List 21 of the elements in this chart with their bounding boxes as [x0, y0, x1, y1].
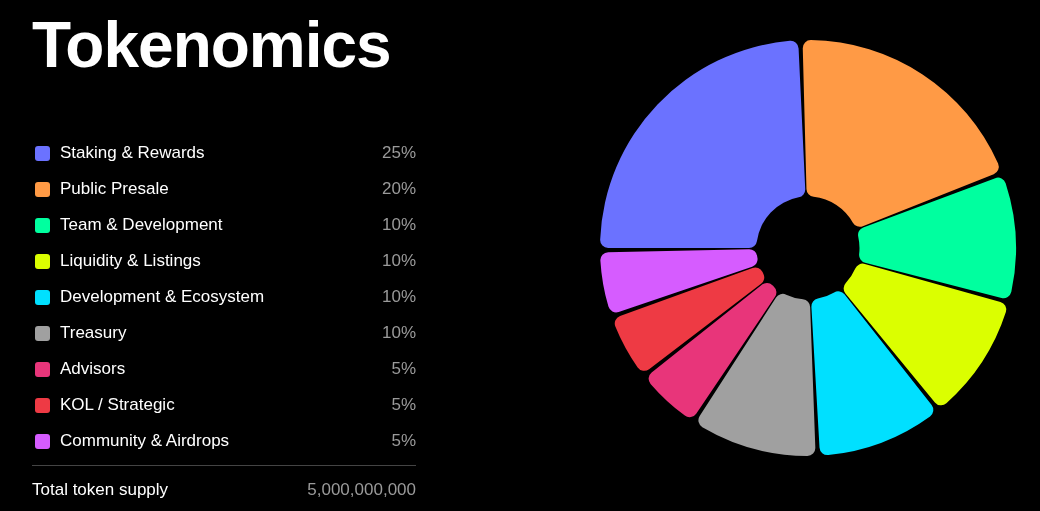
data-label: 10% — [381, 287, 416, 307]
data-label: 10% — [381, 215, 416, 235]
legend-label: Public Presale — [60, 179, 170, 199]
legend-label: Advisors — [60, 359, 127, 379]
legend-label: Liquidity & Listings — [60, 251, 202, 271]
legend-label: Staking & Rewards — [60, 143, 206, 163]
data-label: 5% — [391, 395, 416, 415]
legend-label: Development & Ecosystem — [60, 287, 266, 307]
data-label: 20% — [381, 179, 416, 199]
legend-label: Community & Airdrops — [60, 431, 231, 451]
data-label: 10% — [381, 251, 416, 271]
legend-label: Team & Development — [60, 215, 224, 235]
data-label: 5% — [391, 431, 416, 451]
data-label: 10% — [381, 323, 416, 343]
legend-label: KOL / Strategic — [60, 395, 176, 415]
text: Total token supply — [32, 480, 170, 500]
data-label: 5% — [391, 359, 416, 379]
text: 5,000,000,000 — [307, 480, 416, 500]
chart-title: Tokenomics — [32, 8, 391, 82]
data-label: 25% — [381, 143, 416, 163]
legend-label: Treasury — [60, 323, 128, 343]
